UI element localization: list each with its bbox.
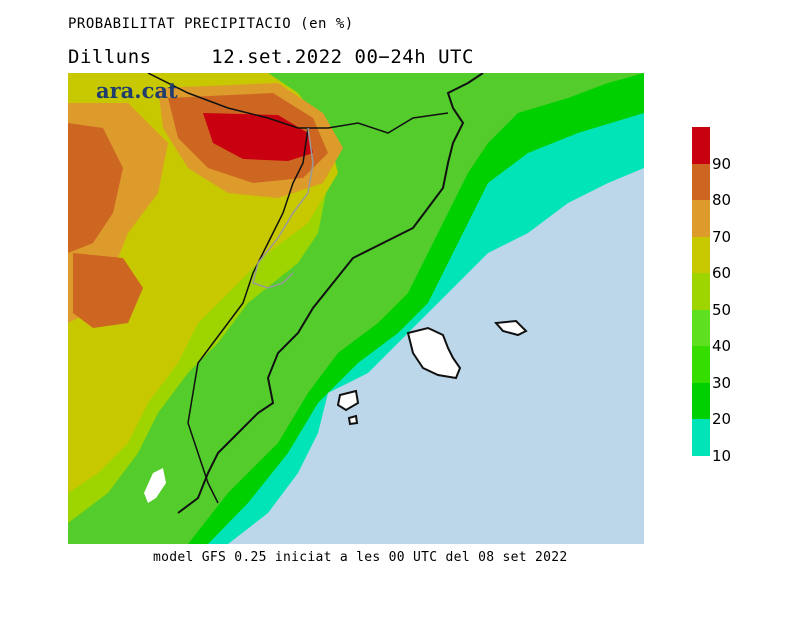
map-title: PROBABILITAT PRECIPITACIO (en %)	[68, 16, 354, 32]
zone-80-90-southwest	[73, 253, 143, 328]
zone-90-100	[203, 113, 313, 161]
legend-swatch-20	[692, 382, 710, 419]
map-subtitle: Dilluns 12.set.2022 00−24h UTC	[68, 46, 474, 68]
legend-tick-90: 90	[712, 154, 732, 173]
legend-swatch-70	[692, 200, 710, 237]
legend-tick-70: 70	[712, 227, 732, 246]
model-footer: model GFS 0.25 iniciat a les 00 UTC del …	[153, 550, 568, 565]
legend-swatch-50	[692, 273, 710, 310]
legend-swatch-30	[692, 346, 710, 383]
mallorca-island	[406, 326, 462, 380]
legend-tick-60: 60	[712, 264, 732, 282]
legend-swatch-10	[692, 419, 710, 456]
aracat-logo: ara.cat	[96, 78, 178, 103]
border-west	[187, 127, 309, 504]
legend-tick-50: 50	[712, 300, 732, 319]
internal-border	[252, 127, 314, 289]
legend-swatch-90	[692, 127, 710, 164]
legend-tick-10: 10	[712, 446, 732, 465]
legend-tick-40: 40	[712, 337, 732, 355]
legend-swatch-40	[692, 309, 710, 346]
border-north	[147, 73, 449, 134]
coastline	[177, 73, 484, 514]
precipitation-map	[68, 73, 644, 544]
legend-swatch-60	[692, 236, 710, 273]
legend-swatch-80	[692, 163, 710, 200]
subtitle-day: Dilluns	[68, 46, 152, 68]
precipitation-map-svg	[68, 73, 644, 544]
menorca-island	[493, 319, 528, 337]
subtitle-date: 12.set.2022 00−24h UTC	[211, 46, 474, 68]
legend-tick-80: 80	[712, 191, 732, 209]
legend-tick-20: 20	[712, 410, 732, 428]
zone-80-90-west	[68, 123, 123, 253]
legend-tick-30: 30	[712, 373, 732, 392]
ibiza-island	[336, 389, 360, 412]
formentera-island	[347, 414, 359, 426]
white-patch	[144, 468, 166, 503]
